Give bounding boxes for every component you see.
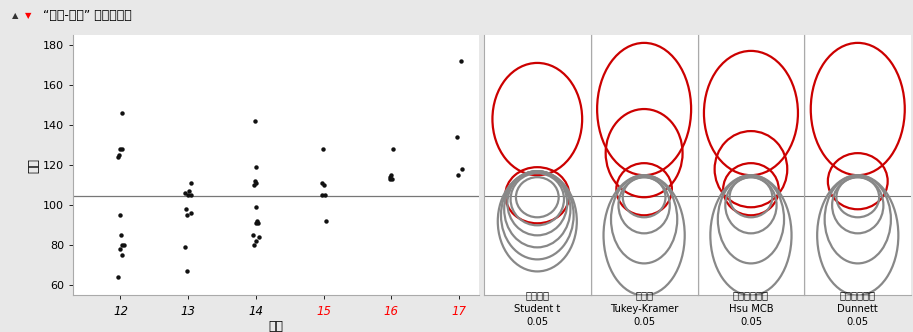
X-axis label: 年龄: 年龄: [268, 320, 284, 332]
Y-axis label: 体重: 体重: [27, 158, 40, 173]
Text: 每对比较
Student t
0.05: 每对比较 Student t 0.05: [514, 290, 561, 327]
Text: 与最佳组比较
Hsu MCB
0.05: 与最佳组比较 Hsu MCB 0.05: [729, 290, 773, 327]
Text: “年龄-体重” 单因子分析: “年龄-体重” 单因子分析: [39, 9, 131, 22]
Text: ▲: ▲: [12, 11, 18, 20]
Text: ▼: ▼: [25, 11, 31, 20]
Text: 与控制组比较
Dunnett
0.05: 与控制组比较 Dunnett 0.05: [837, 290, 878, 327]
Text: 所有对
Tukey-Kramer
0.05: 所有对 Tukey-Kramer 0.05: [610, 290, 678, 327]
